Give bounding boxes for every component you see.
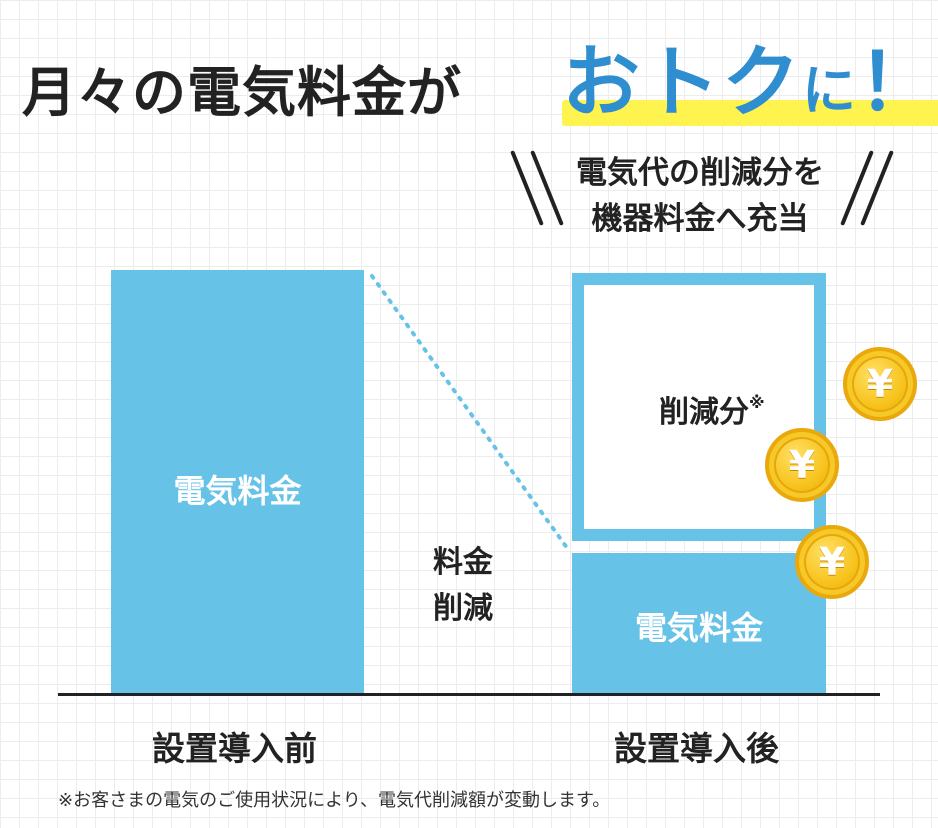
- middle-label-line-2: 削減: [433, 591, 493, 626]
- callout: 電気代の削減分を 機器料金へ充当: [505, 140, 895, 250]
- bar-before: 電気料金: [111, 270, 364, 695]
- headline-accent: おトクに！: [562, 20, 938, 132]
- bar-before-label: 電気料金: [173, 472, 302, 510]
- yen-coin-icon: ¥: [843, 347, 917, 421]
- reduction-note-mark: ※: [749, 393, 765, 412]
- headline-suffix: に: [802, 59, 859, 122]
- reduction-label-text: 削減分: [659, 395, 749, 430]
- callout-line-2: 機器料金へ充当: [591, 201, 809, 237]
- bar-after-reduction: 削減分※: [572, 273, 826, 541]
- callout-line-1: 電気代の削減分を: [576, 155, 824, 191]
- footnote: ※お客さまの電気のご使用状況により、電気代削減額が変動します。: [58, 790, 611, 811]
- callout-text: 電気代の削減分を 機器料金へ充当: [555, 150, 845, 242]
- yen-coin-icon: ¥: [765, 428, 839, 502]
- headline: 月々の電気料金が おトクに！: [22, 18, 938, 128]
- bar-after-label: 電気料金: [634, 609, 763, 647]
- baseline: [58, 693, 880, 696]
- headline-highlight: [562, 100, 938, 126]
- bar-after: 電気料金: [572, 553, 826, 695]
- middle-label-line-1: 料金: [433, 545, 493, 580]
- axis-label-before: 設置導入前: [152, 729, 317, 768]
- headline-main-text: 月々の電気料金が: [22, 61, 462, 124]
- middle-label: 料金 削減: [433, 540, 493, 632]
- yen-coin-icon: ¥: [795, 525, 869, 599]
- reduction-label: 削減分※: [659, 387, 765, 431]
- headline-exclaim: ！: [858, 38, 938, 128]
- headline-accent-text: おトク: [562, 38, 803, 128]
- axis-label-after: 設置導入後: [614, 729, 779, 768]
